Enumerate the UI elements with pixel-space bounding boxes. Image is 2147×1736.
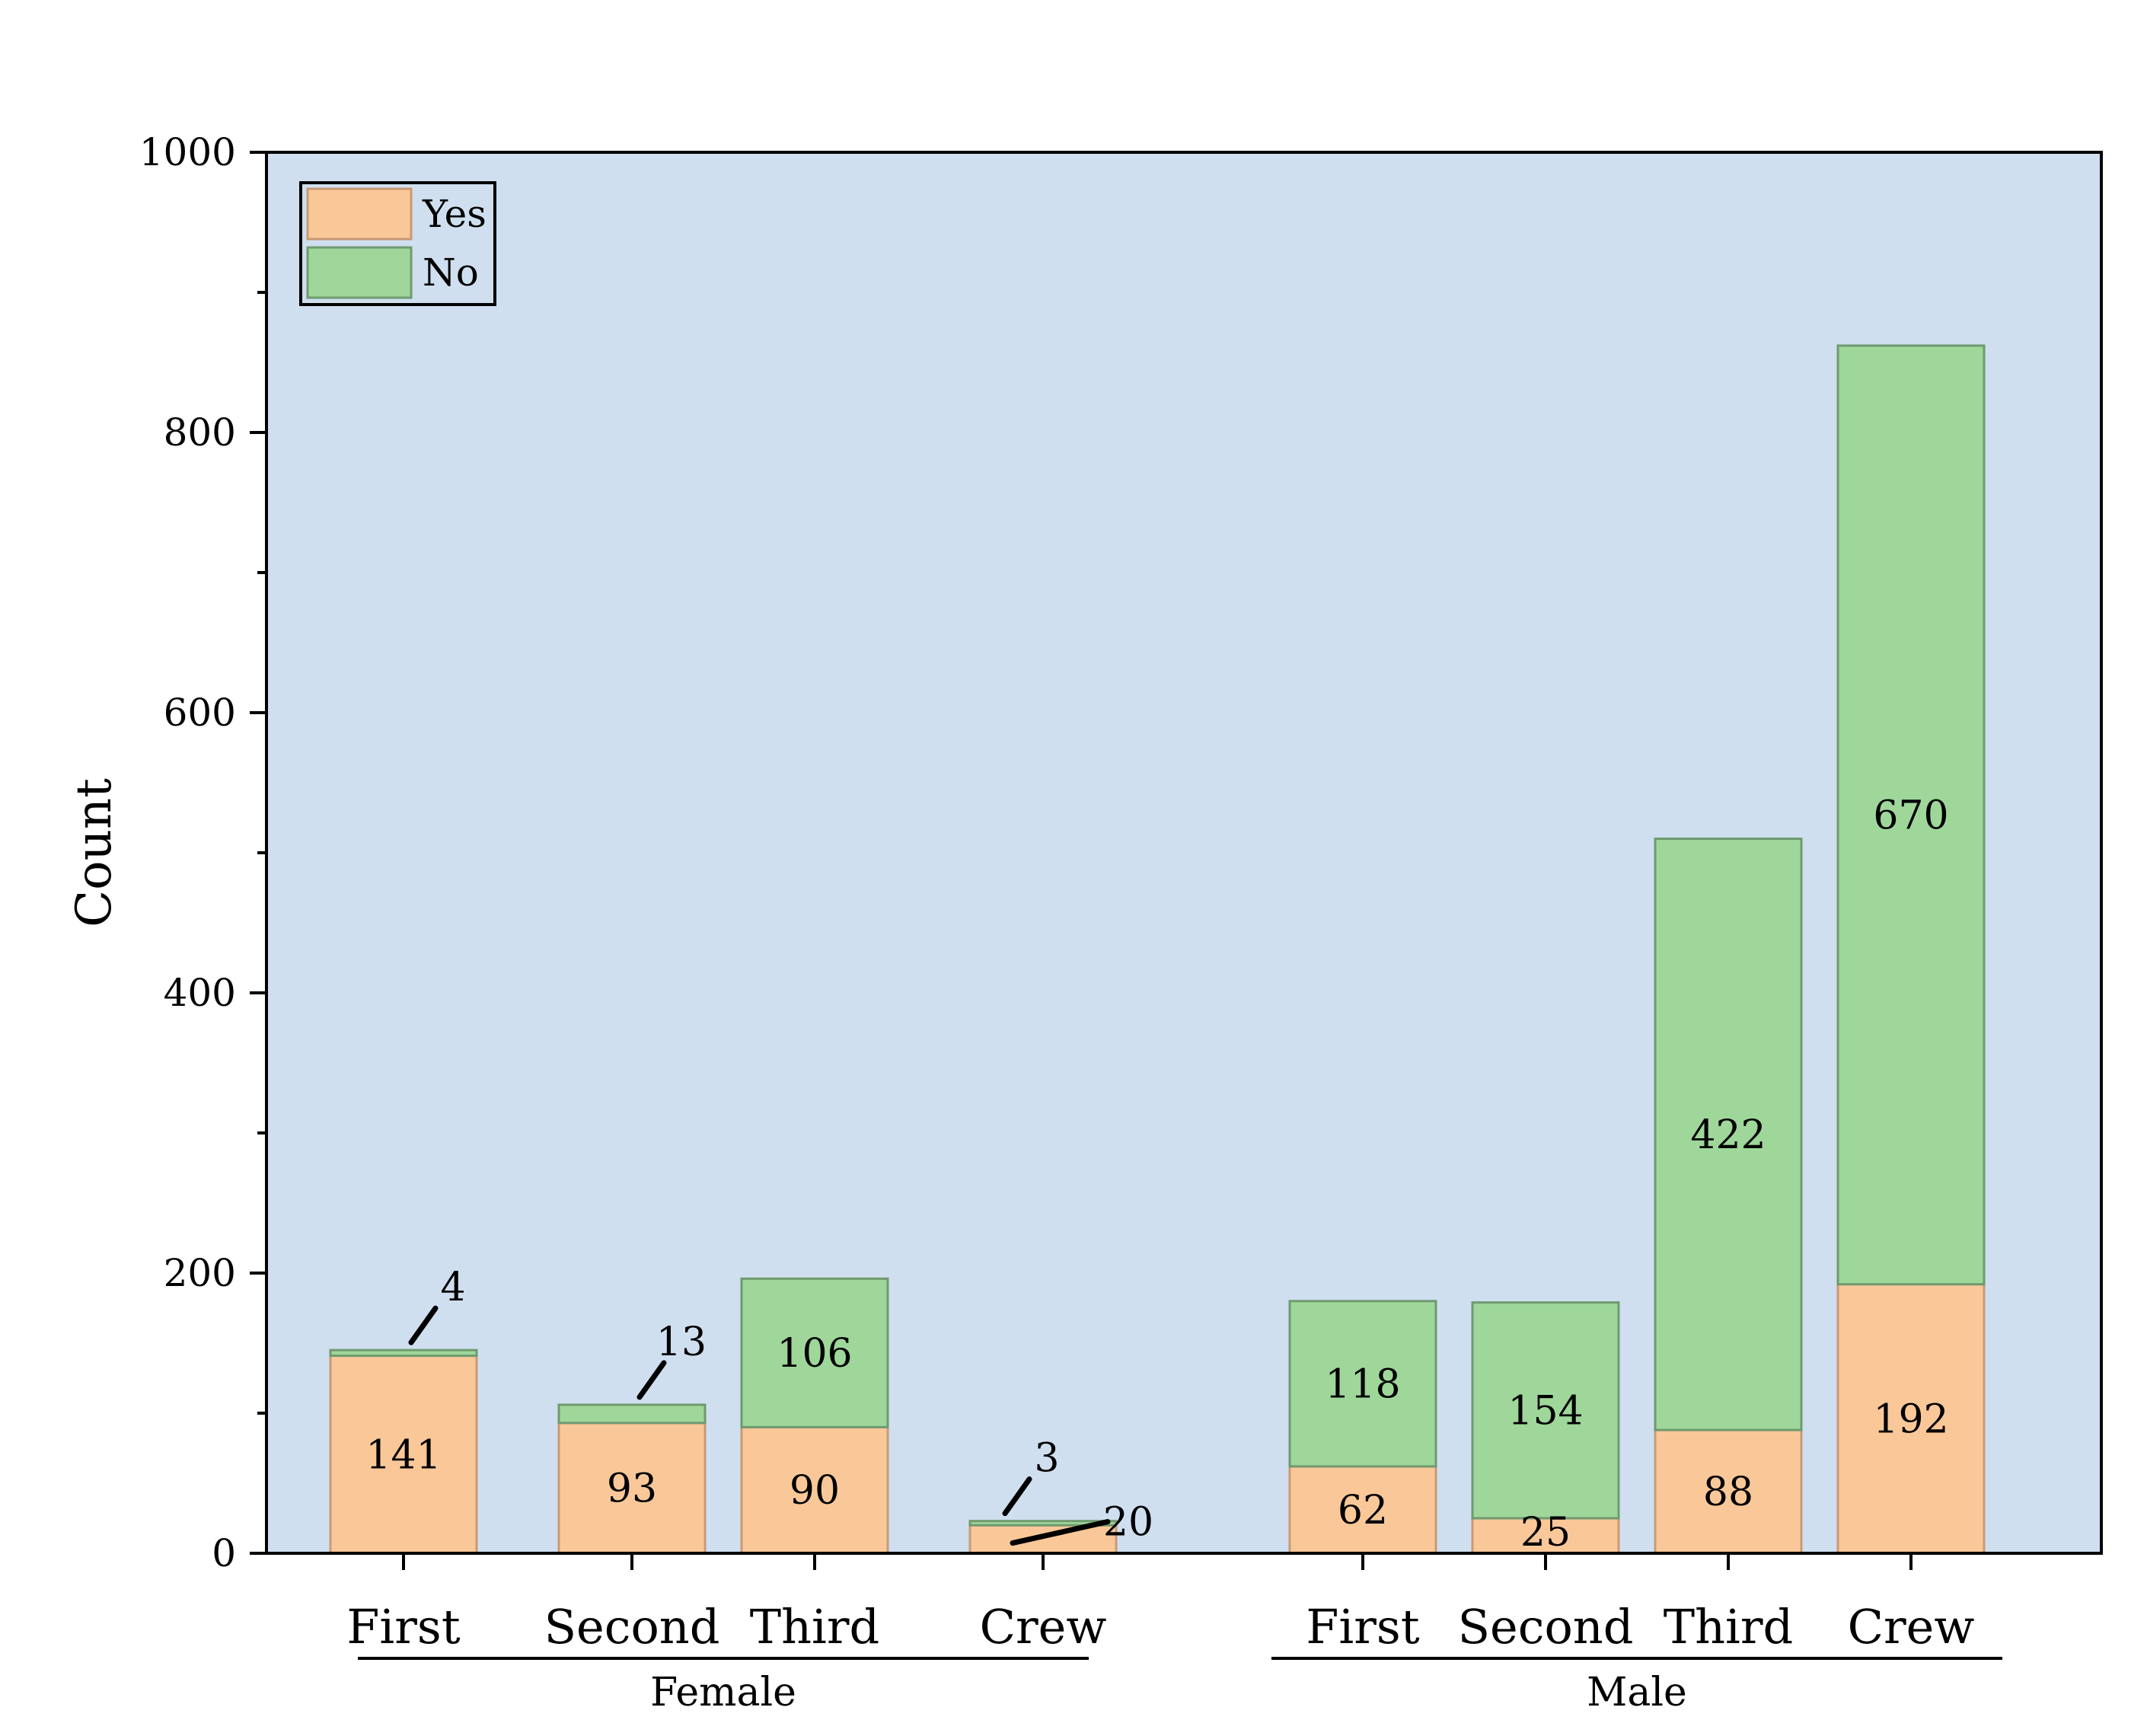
bar-label-no-0: 4 xyxy=(440,1265,465,1310)
legend-label-no: No xyxy=(423,251,479,295)
bar-label-yes-2: 90 xyxy=(790,1468,840,1514)
legend-label-yes: Yes xyxy=(422,192,487,236)
bars-layer xyxy=(329,344,1986,1555)
legend-swatch-no xyxy=(306,246,413,299)
bar-no-3 xyxy=(968,1520,1118,1527)
x-category-label-7: Crew xyxy=(1848,1599,1975,1655)
leader-no-0 xyxy=(408,1305,439,1345)
bar-no-7 xyxy=(1836,344,1986,1286)
legend-swatch-yes xyxy=(306,187,413,241)
y-tick-label-0: 0 xyxy=(212,1531,236,1575)
y-tick-label-5: 1000 xyxy=(139,130,236,174)
bar-no-4 xyxy=(1288,1300,1437,1468)
bar-yes-3 xyxy=(968,1524,1118,1555)
bar-no-1 xyxy=(557,1403,707,1425)
legend-frame xyxy=(299,181,496,306)
y-tick-label-2: 400 xyxy=(164,971,236,1015)
leader-no-3 xyxy=(1002,1476,1032,1517)
leader-yes-3 xyxy=(1010,1519,1111,1546)
bar-label-no-6: 422 xyxy=(1690,1112,1766,1158)
bar-label-no-4: 118 xyxy=(1325,1361,1400,1407)
bar-label-yes-5: 25 xyxy=(1520,1510,1571,1556)
x-category-label-0: First xyxy=(346,1599,460,1655)
x-category-label-3: Crew xyxy=(980,1599,1107,1655)
axes-layer: 0 200 400 600 800 1000 First Second Third Crew Fir… xyxy=(139,130,2002,1715)
bar-no-0 xyxy=(329,1348,478,1358)
bar-label-no-2: 106 xyxy=(777,1331,852,1377)
bar-label-yes-3: 20 xyxy=(1103,1500,1153,1546)
group-label-1: Male xyxy=(1587,1670,1687,1715)
x-category-label-1: Second xyxy=(544,1599,720,1655)
plot-background xyxy=(266,152,2101,1553)
bar-label-no-7: 670 xyxy=(1873,793,1948,838)
bar-yes-0 xyxy=(329,1355,478,1555)
leader-no-1 xyxy=(636,1360,667,1400)
bar-yes-4 xyxy=(1288,1465,1437,1555)
bar-label-yes-7: 192 xyxy=(1873,1396,1948,1442)
bar-no-6 xyxy=(1654,838,1803,1431)
bar-label-yes-1: 93 xyxy=(607,1466,657,1511)
bar-label-yes-4: 62 xyxy=(1338,1488,1388,1533)
bar-no-5 xyxy=(1471,1301,1620,1520)
y-tick-label-3: 600 xyxy=(164,691,236,735)
x-category-label-6: Third xyxy=(1664,1599,1793,1655)
x-category-label-5: Second xyxy=(1458,1599,1634,1655)
x-category-label-4: First xyxy=(1306,1599,1419,1655)
bar-labels-layer: 141 4 93 13 90 106 20 3 62 118 25 154 88 422 192 670 xyxy=(365,793,1948,1556)
bar-label-no-1: 13 xyxy=(656,1320,707,1365)
bar-yes-6 xyxy=(1654,1428,1803,1555)
bar-yes-7 xyxy=(1836,1283,1986,1555)
bar-label-yes-0: 141 xyxy=(365,1432,441,1478)
y-tick-label-4: 800 xyxy=(164,410,236,455)
legend: Yes No xyxy=(299,181,496,306)
y-tick-label-1: 200 xyxy=(164,1251,236,1295)
bar-label-no-5: 154 xyxy=(1507,1388,1583,1434)
y-axis-title: Count xyxy=(66,778,123,927)
bar-label-yes-6: 88 xyxy=(1703,1470,1753,1515)
bar-label-no-3: 3 xyxy=(1034,1436,1059,1482)
group-label-0: Female xyxy=(650,1670,796,1715)
bar-no-2 xyxy=(740,1277,889,1428)
x-category-label-2: Third xyxy=(750,1599,879,1655)
